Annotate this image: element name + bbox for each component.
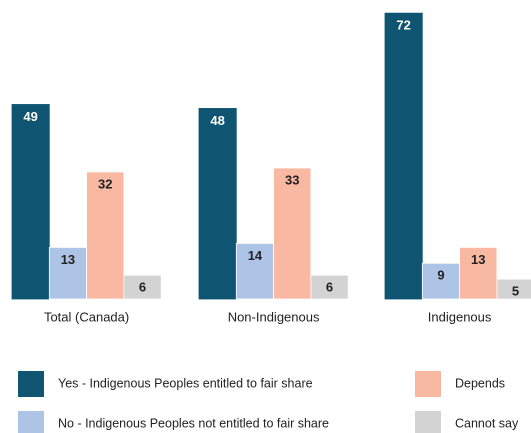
x-tick-label: Non-Indigenous (228, 309, 320, 324)
legend-swatch (18, 411, 44, 433)
legend-label: No - Indigenous Peoples not entitled to … (58, 416, 329, 430)
data-label: 13 (471, 252, 485, 267)
bar (235, 243, 275, 300)
data-label: 9 (437, 268, 444, 283)
bar (198, 108, 237, 300)
legend-swatch (415, 411, 441, 433)
data-label: 49 (23, 109, 37, 124)
legend-label: Yes - Indigenous Peoples entitled to fai… (58, 376, 313, 390)
data-label: 72 (396, 18, 410, 33)
legend-label: Cannot say (455, 416, 519, 430)
x-tick-label: Indigenous (428, 309, 492, 324)
x-tick-label: Total (Canada) (44, 309, 129, 324)
bar (48, 246, 87, 300)
legend-swatch (415, 371, 441, 397)
bar (123, 274, 162, 300)
bar (273, 167, 312, 300)
bar (384, 12, 423, 300)
legend-swatch (18, 371, 44, 397)
data-label: 13 (61, 252, 75, 267)
data-label: 48 (210, 113, 224, 128)
bar (310, 274, 349, 300)
legend-label: Depends (455, 376, 505, 390)
bar (86, 171, 125, 300)
bar (459, 246, 498, 300)
bar (496, 278, 531, 300)
data-label: 32 (98, 176, 112, 191)
data-label: 6 (139, 280, 146, 295)
data-label: 6 (326, 280, 333, 295)
data-label: 5 (512, 284, 519, 299)
data-label: 33 (285, 172, 299, 187)
bar (421, 262, 460, 300)
bar (11, 104, 50, 300)
data-label: 14 (248, 248, 263, 263)
legend: Yes - Indigenous Peoples entitled to fai… (18, 371, 519, 433)
